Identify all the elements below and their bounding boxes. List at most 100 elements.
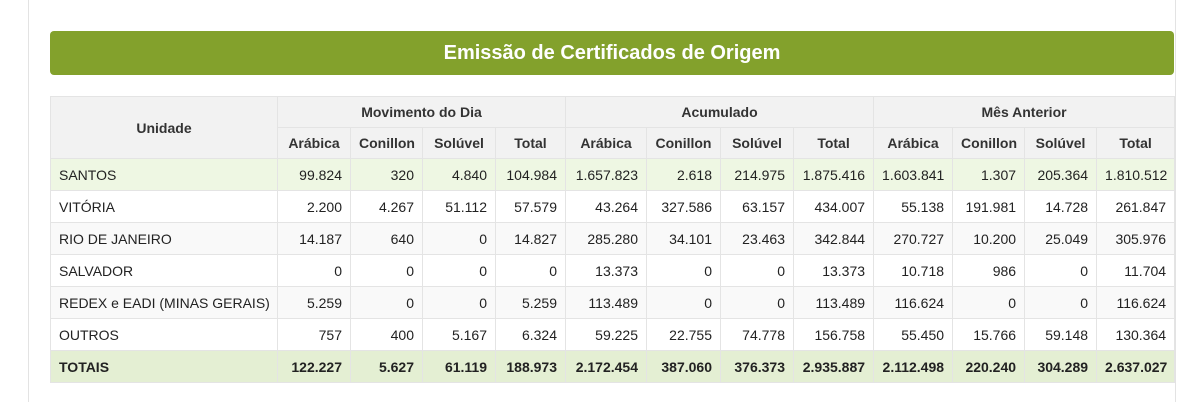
value-cell: 1.875.416 — [792, 158, 875, 191]
value-cell: 0 — [350, 254, 423, 287]
value-cell: 34.101 — [646, 222, 721, 255]
value-cell: 2.112.498 — [873, 350, 954, 383]
value-cell: 2.637.027 — [1096, 350, 1176, 383]
unit-name: RIO DE JANEIRO — [50, 222, 278, 255]
value-cell: 116.624 — [1096, 286, 1176, 319]
value-cell: 1.657.823 — [565, 158, 647, 191]
unit-name: OUTROS — [50, 318, 278, 351]
value-cell: 640 — [350, 222, 423, 255]
value-cell: 1.603.841 — [873, 158, 954, 191]
value-cell: 2.200 — [277, 190, 351, 223]
value-cell: 14.827 — [495, 222, 566, 255]
value-cell: 61.119 — [422, 350, 496, 383]
value-cell: 305.976 — [1096, 222, 1176, 255]
table-row: OUTROS 757 400 5.167 6.324 59.225 22.755 74.778… — [50, 318, 1176, 351]
value-cell: 15.766 — [952, 318, 1026, 351]
unit-name: VITÓRIA — [50, 190, 278, 223]
value-cell: 5.259 — [495, 286, 566, 319]
subcolumn-header: Solúvel — [720, 127, 794, 159]
value-cell: 270.727 — [873, 222, 954, 255]
value-cell: 1.810.512 — [1096, 158, 1176, 191]
subcolumn-header: Total — [1096, 127, 1176, 159]
value-cell: 43.264 — [565, 190, 647, 223]
value-cell: 0 — [1024, 286, 1098, 319]
value-cell: 10.200 — [952, 222, 1026, 255]
value-cell: 4.267 — [350, 190, 423, 223]
left-border — [28, 0, 29, 402]
value-cell: 14.728 — [1024, 190, 1098, 223]
value-cell: 214.975 — [720, 158, 794, 191]
value-cell: 188.973 — [495, 350, 566, 383]
page-title: Emissão de Certificados de Origem — [443, 41, 781, 64]
totals-row: TOTAIS 122.227 5.627 61.119 188.973 2.172.454… — [50, 350, 1176, 383]
subcolumn-header: Total — [792, 127, 875, 159]
value-cell: 25.049 — [1024, 222, 1098, 255]
subcolumn-header: Conillon — [646, 127, 721, 159]
value-cell: 0 — [277, 254, 351, 287]
value-cell: 5.627 — [350, 350, 423, 383]
value-cell: 113.489 — [565, 286, 647, 319]
value-cell: 0 — [350, 286, 423, 319]
group-header-mes-anterior: Mês Anterior — [873, 96, 1176, 128]
unit-header: Unidade — [50, 96, 278, 159]
value-cell: 0 — [422, 254, 496, 287]
value-cell: 0 — [720, 254, 794, 287]
value-cell: 0 — [422, 286, 496, 319]
value-cell: 13.373 — [792, 254, 875, 287]
value-cell: 99.824 — [277, 158, 351, 191]
value-cell: 5.167 — [422, 318, 496, 351]
value-cell: 757 — [277, 318, 351, 351]
value-cell: 0 — [1024, 254, 1098, 287]
value-cell: 327.586 — [646, 190, 721, 223]
value-cell: 59.225 — [565, 318, 647, 351]
value-cell: 113.489 — [792, 286, 875, 319]
subcolumn-header: Arábica — [565, 127, 647, 159]
value-cell: 57.579 — [495, 190, 566, 223]
unit-name: SANTOS — [50, 158, 278, 191]
value-cell: 11.704 — [1096, 254, 1176, 287]
unit-name: SALVADOR — [50, 254, 278, 287]
subcolumn-header: Solúvel — [422, 127, 496, 159]
value-cell: 0 — [720, 286, 794, 319]
value-cell: 0 — [646, 286, 721, 319]
subcolumn-header: Arábica — [873, 127, 954, 159]
value-cell: 376.373 — [720, 350, 794, 383]
value-cell: 13.373 — [565, 254, 647, 287]
subcolumn-header: Arábica — [277, 127, 351, 159]
value-cell: 0 — [646, 254, 721, 287]
value-cell: 51.112 — [422, 190, 496, 223]
value-cell: 220.240 — [952, 350, 1026, 383]
value-cell: 5.259 — [277, 286, 351, 319]
value-cell: 0 — [952, 286, 1026, 319]
group-header-movimento: Movimento do Dia — [277, 96, 566, 128]
value-cell: 4.840 — [422, 158, 496, 191]
value-cell: 2.618 — [646, 158, 721, 191]
value-cell: 285.280 — [565, 222, 647, 255]
value-cell: 6.324 — [495, 318, 566, 351]
value-cell: 116.624 — [873, 286, 954, 319]
subcolumn-header: Conillon — [952, 127, 1026, 159]
subheader-row: Arábica Conillon Solúvel Total Arábica Conill… — [51, 127, 1176, 159]
table-row: REDEX e EADI (MINAS GERAIS) 5.259 0 0 5.259 1… — [50, 286, 1176, 319]
certificates-table: Unidade Movimento do Dia Acumulado Mês A… — [50, 96, 1176, 383]
value-cell: 1.307 — [952, 158, 1026, 191]
value-cell: 55.138 — [873, 190, 954, 223]
right-border — [1175, 0, 1176, 402]
value-cell: 14.187 — [277, 222, 351, 255]
value-cell: 2.172.454 — [565, 350, 647, 383]
value-cell: 261.847 — [1096, 190, 1176, 223]
value-cell: 22.755 — [646, 318, 721, 351]
table-row: VITÓRIA 2.200 4.267 51.112 57.579 43.264 327.5… — [50, 190, 1176, 223]
unit-name: TOTAIS — [50, 350, 278, 383]
table-row: SANTOS 99.824 320 4.840 104.984 1.657.823 2.61… — [50, 158, 1176, 191]
value-cell: 191.981 — [952, 190, 1026, 223]
page-title-bar: Emissão de Certificados de Origem — [50, 31, 1174, 75]
value-cell: 74.778 — [720, 318, 794, 351]
value-cell: 130.364 — [1096, 318, 1176, 351]
table-row: RIO DE JANEIRO 14.187 640 0 14.827 285.280 34.… — [50, 222, 1176, 255]
value-cell: 434.007 — [792, 190, 875, 223]
value-cell: 2.935.887 — [792, 350, 875, 383]
table-body: SANTOS 99.824 320 4.840 104.984 1.657.823 2.61… — [50, 158, 1176, 383]
subcolumn-header: Total — [495, 127, 566, 159]
subcolumn-header: Conillon — [350, 127, 423, 159]
